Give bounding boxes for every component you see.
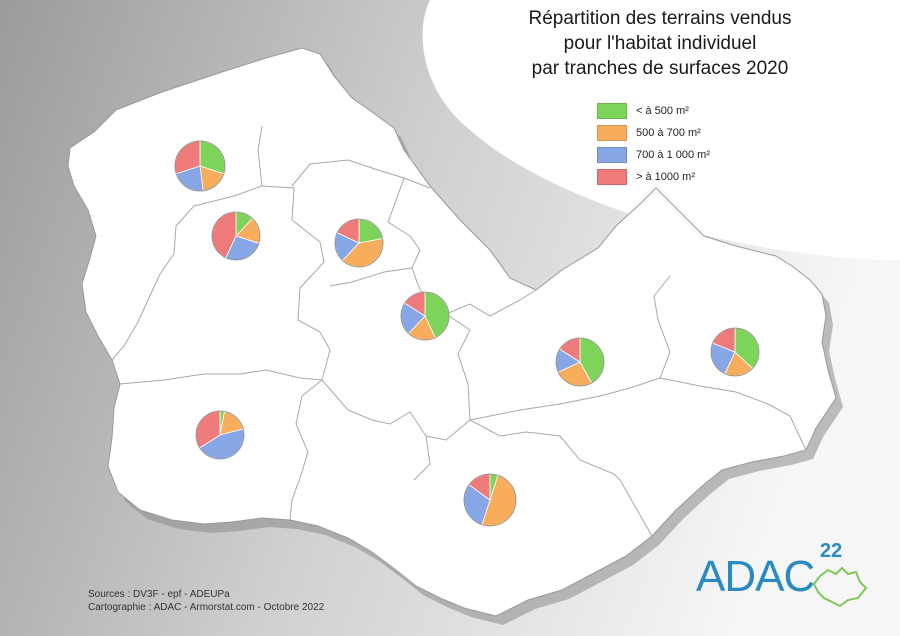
map-title: Répartition des terrains vendus pour l'h… <box>470 6 850 81</box>
logo-text: ADAC <box>696 552 815 601</box>
legend-swatch <box>597 103 627 119</box>
pie-chart <box>211 211 261 261</box>
legend-swatch <box>597 169 627 185</box>
pie-chart <box>710 327 760 377</box>
title-line-3: par tranches de surfaces 2020 <box>531 58 789 79</box>
legend-label: 700 à 1 000 m² <box>636 149 710 161</box>
pie-outline <box>400 291 450 341</box>
legend-label: 500 à 700 m² <box>636 127 701 139</box>
pie-outline <box>710 327 760 377</box>
pie-chart <box>463 473 517 527</box>
legend-item: 500 à 700 m² <box>597 122 710 144</box>
title-area <box>422 0 900 260</box>
pie-charts <box>174 140 760 527</box>
pie-chart <box>334 218 384 268</box>
pie-outline <box>463 473 517 527</box>
legend-item: 700 à 1 000 m² <box>597 144 710 166</box>
sources-note: Sources : DV3F - epf - ADEUPa Cartograph… <box>88 588 324 614</box>
legend-label: < à 500 m² <box>636 105 689 117</box>
legend-swatch <box>597 125 627 141</box>
pie-outline <box>195 410 245 460</box>
logo-number: 22 <box>820 540 843 562</box>
pie-chart <box>195 410 245 460</box>
cartography-line: Cartographie : ADAC - Armorstat.com - Oc… <box>88 602 325 613</box>
legend-label: > à 1000 m² <box>636 171 696 183</box>
pie-outline <box>334 218 384 268</box>
legend: < à 500 m² 500 à 700 m² 700 à 1 000 m² >… <box>597 100 710 188</box>
pie-outline <box>555 337 605 387</box>
pie-chart <box>400 291 450 341</box>
intercommunality-borders <box>111 125 807 537</box>
pie-chart <box>174 140 226 192</box>
department-outline <box>67 47 837 617</box>
title-line-1: Répartition des terrains vendus <box>528 8 792 29</box>
pie-outline <box>174 140 226 192</box>
title-line-2: pour l'habitat individuel <box>563 33 757 54</box>
legend-item: < à 500 m² <box>597 100 710 122</box>
pie-outline <box>211 211 261 261</box>
pie-chart <box>555 337 605 387</box>
logo-map-icon <box>812 566 868 608</box>
legend-item: > à 1000 m² <box>597 166 710 188</box>
sources-line: Sources : DV3F - epf - ADEUPa <box>88 589 230 600</box>
legend-swatch <box>597 147 627 163</box>
